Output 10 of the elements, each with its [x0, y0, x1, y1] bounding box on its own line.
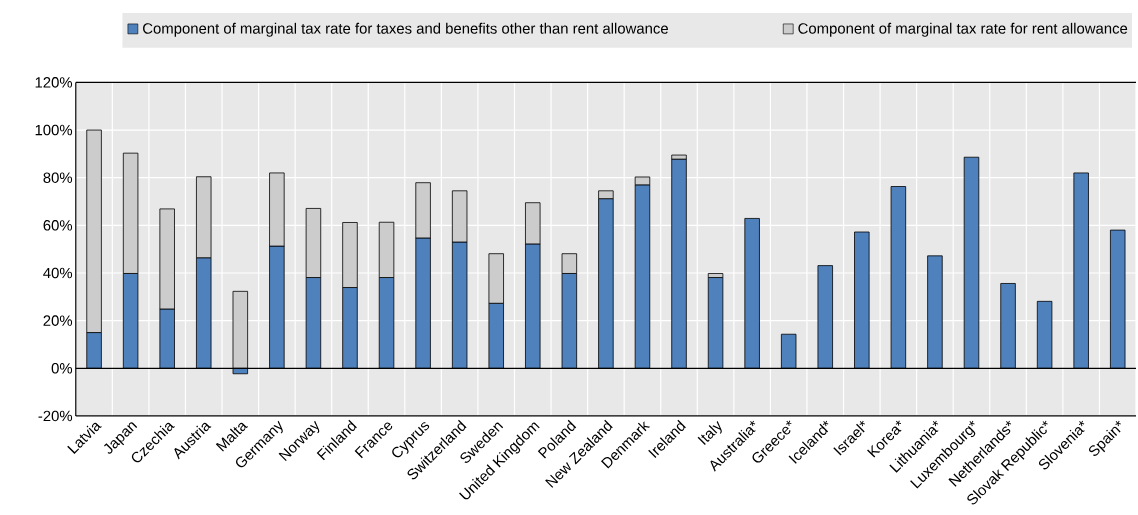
y-tick-label: 80%	[43, 172, 73, 183]
y-tick-label: 40%	[43, 267, 73, 279]
y-tick-label: 0%	[51, 362, 73, 374]
y-tick-label: 20%	[43, 315, 73, 326]
y-tick-label: 100%	[35, 124, 73, 136]
legend-label: Component of marginal tax rate for taxes and benefits other than rent allowance	[143, 22, 668, 37]
y-tick-label: -20%	[38, 410, 73, 422]
legend-label: Component of marginal tax rate for rent allowance	[798, 22, 1128, 37]
y-tick-label: 60%	[43, 219, 73, 231]
y-tick-label: 120%	[35, 77, 73, 88]
